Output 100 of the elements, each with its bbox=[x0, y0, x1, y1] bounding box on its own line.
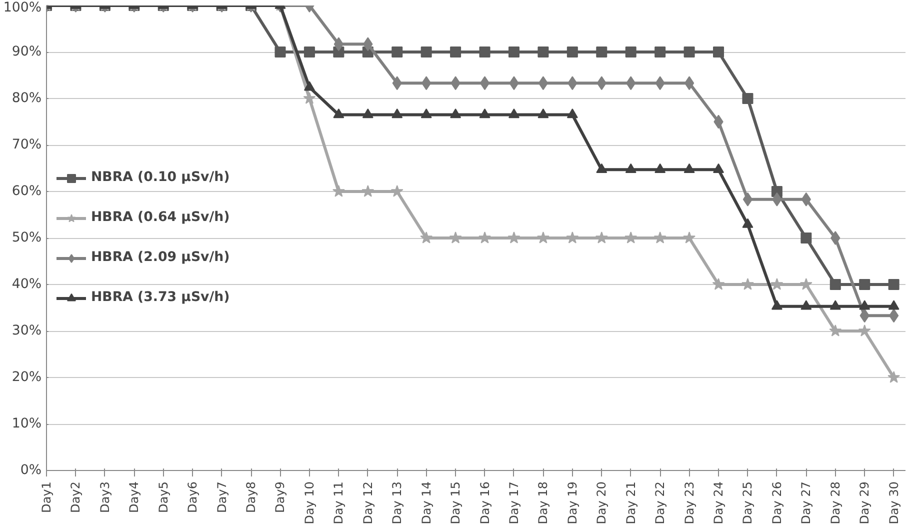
point bbox=[303, 92, 316, 104]
point bbox=[334, 37, 344, 52]
point bbox=[713, 163, 724, 174]
point bbox=[683, 232, 696, 244]
point bbox=[888, 279, 900, 290]
x-tick-label: Day 27 bbox=[799, 482, 814, 524]
point bbox=[888, 308, 899, 323]
point bbox=[858, 324, 871, 336]
point bbox=[450, 108, 462, 118]
point bbox=[538, 108, 549, 118]
x-tick-label: Day 12 bbox=[360, 482, 375, 524]
point bbox=[888, 300, 900, 310]
point bbox=[742, 93, 754, 104]
point bbox=[595, 232, 608, 244]
point bbox=[449, 232, 462, 244]
x-tick-label: Day2 bbox=[68, 481, 83, 513]
point bbox=[420, 108, 432, 118]
point bbox=[420, 232, 433, 244]
y-tick-label: 50% bbox=[12, 230, 42, 246]
y-tick-label: 80% bbox=[12, 91, 42, 106]
point bbox=[479, 46, 490, 58]
point bbox=[742, 218, 754, 228]
x-tick-label: Day 22 bbox=[653, 482, 668, 524]
point bbox=[770, 278, 784, 290]
x-tick-label: Day 11 bbox=[332, 482, 346, 524]
point bbox=[742, 278, 754, 290]
x-tick-label: Day 25 bbox=[740, 482, 755, 524]
x-tick-label: Day 28 bbox=[828, 482, 842, 524]
point bbox=[596, 163, 608, 174]
y-tick-label: 20% bbox=[12, 370, 42, 385]
point bbox=[830, 279, 841, 290]
point bbox=[390, 185, 404, 197]
point bbox=[800, 232, 812, 244]
y-tick-label: 90% bbox=[12, 44, 42, 60]
x-tick-label: Day8 bbox=[244, 481, 258, 513]
x-tick-label: Day 24 bbox=[712, 482, 726, 524]
x-tick-label: Day 21 bbox=[624, 482, 638, 524]
point bbox=[654, 163, 666, 174]
legend-label: HBRA (0.64 µSv/h) bbox=[91, 210, 230, 225]
point bbox=[304, 46, 315, 58]
x-tick-label: Day 10 bbox=[302, 482, 316, 524]
point bbox=[829, 324, 842, 336]
point bbox=[654, 232, 666, 244]
point bbox=[332, 185, 345, 197]
point bbox=[712, 278, 725, 290]
point bbox=[625, 163, 636, 174]
point bbox=[538, 76, 548, 90]
point bbox=[566, 46, 578, 58]
y-tick-label: 0% bbox=[20, 463, 42, 478]
x-tick-label: Day 17 bbox=[506, 482, 521, 524]
point bbox=[624, 232, 638, 244]
point bbox=[800, 278, 812, 290]
point bbox=[684, 46, 695, 58]
x-tick-label: Day7 bbox=[214, 481, 229, 513]
x-tick-label: Day 16 bbox=[478, 482, 492, 524]
point bbox=[478, 232, 491, 244]
x-tick-label: Day 26 bbox=[770, 482, 784, 524]
point bbox=[888, 371, 900, 383]
point bbox=[566, 232, 579, 244]
point bbox=[304, 81, 315, 91]
point bbox=[362, 185, 374, 197]
y-tick-label: 10% bbox=[12, 416, 42, 432]
x-tick-label: Day 29 bbox=[858, 482, 872, 524]
point bbox=[625, 46, 636, 58]
x-tick-label: Day 18 bbox=[536, 482, 550, 524]
point bbox=[742, 192, 753, 206]
legend-label: HBRA (3.73 µSv/h) bbox=[91, 290, 230, 305]
x-tick-label: Day 19 bbox=[565, 482, 580, 524]
x-tick-label: Day 15 bbox=[448, 482, 463, 524]
point bbox=[800, 300, 812, 310]
point bbox=[859, 300, 870, 310]
point bbox=[536, 232, 550, 244]
point bbox=[771, 300, 782, 310]
x-tick-label: Day 20 bbox=[594, 482, 609, 524]
point bbox=[508, 232, 520, 244]
point bbox=[480, 76, 490, 90]
point bbox=[654, 46, 666, 58]
point bbox=[392, 108, 403, 118]
legend-label: NBRA (0.10 µSv/h) bbox=[91, 170, 230, 185]
point bbox=[274, 46, 286, 58]
point bbox=[830, 231, 840, 245]
point bbox=[392, 46, 403, 58]
point bbox=[333, 108, 344, 118]
legend-label: HBRA (2.09 µSv/h) bbox=[91, 250, 230, 265]
x-tick-label: Day 13 bbox=[390, 482, 404, 524]
x-tick-label: Day 23 bbox=[682, 482, 696, 524]
x-tick-label: Day5 bbox=[156, 481, 170, 513]
y-tick-label: 30% bbox=[12, 324, 42, 338]
y-tick-label: 100% bbox=[3, 0, 42, 16]
point bbox=[596, 46, 608, 58]
x-tick-label: Day9 bbox=[273, 481, 288, 513]
point bbox=[538, 46, 549, 58]
x-tick-label: Day3 bbox=[98, 481, 112, 513]
point bbox=[566, 108, 578, 118]
point bbox=[450, 46, 462, 58]
point bbox=[362, 108, 374, 118]
x-tick-label: Day 14 bbox=[419, 482, 434, 524]
point bbox=[421, 76, 432, 90]
x-tick-label: Day4 bbox=[127, 481, 142, 513]
point bbox=[479, 108, 490, 118]
